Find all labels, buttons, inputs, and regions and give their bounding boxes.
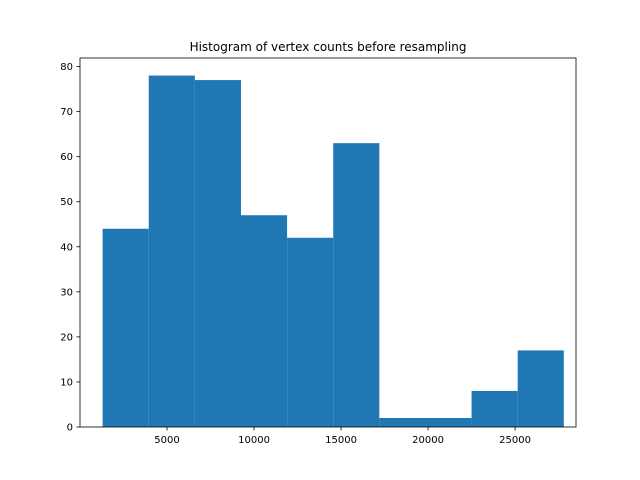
histogram-bar bbox=[471, 390, 518, 427]
x-tick-label: 15000 bbox=[325, 435, 357, 446]
histogram-bar bbox=[102, 228, 149, 427]
histogram-bar bbox=[194, 80, 241, 428]
histogram-bar bbox=[333, 143, 380, 427]
histogram-bar bbox=[240, 215, 288, 427]
y-tick-label: 50 bbox=[60, 197, 73, 208]
y-tick-label: 40 bbox=[60, 242, 73, 253]
y-tick-label: 30 bbox=[60, 287, 73, 298]
x-tick-label: 20000 bbox=[412, 435, 444, 446]
y-axis: 0 10 20 30 40 50 60 70 80 bbox=[60, 62, 80, 434]
x-tick-label: 10000 bbox=[238, 435, 270, 446]
x-axis: 5000 10000 15000 20000 25000 bbox=[154, 427, 531, 446]
y-tick-label: 20 bbox=[60, 332, 73, 343]
histogram-bar bbox=[517, 350, 564, 427]
plot-frame bbox=[79, 57, 577, 428]
y-tick-label: 80 bbox=[60, 62, 73, 73]
histogram-bar bbox=[287, 237, 334, 427]
histogram-bar bbox=[148, 75, 195, 428]
bars-group bbox=[102, 75, 564, 428]
histogram-bar bbox=[379, 417, 426, 427]
histogram-bar bbox=[425, 417, 472, 427]
x-tick-label: 5000 bbox=[154, 435, 179, 446]
chart-title: Histogram of vertex counts before resamp… bbox=[190, 40, 467, 54]
y-tick-label: 60 bbox=[60, 152, 73, 163]
y-tick-label: 0 bbox=[67, 423, 73, 434]
x-tick-label: 25000 bbox=[499, 435, 531, 446]
y-tick-label: 70 bbox=[60, 107, 73, 118]
y-tick-label: 10 bbox=[60, 377, 73, 388]
